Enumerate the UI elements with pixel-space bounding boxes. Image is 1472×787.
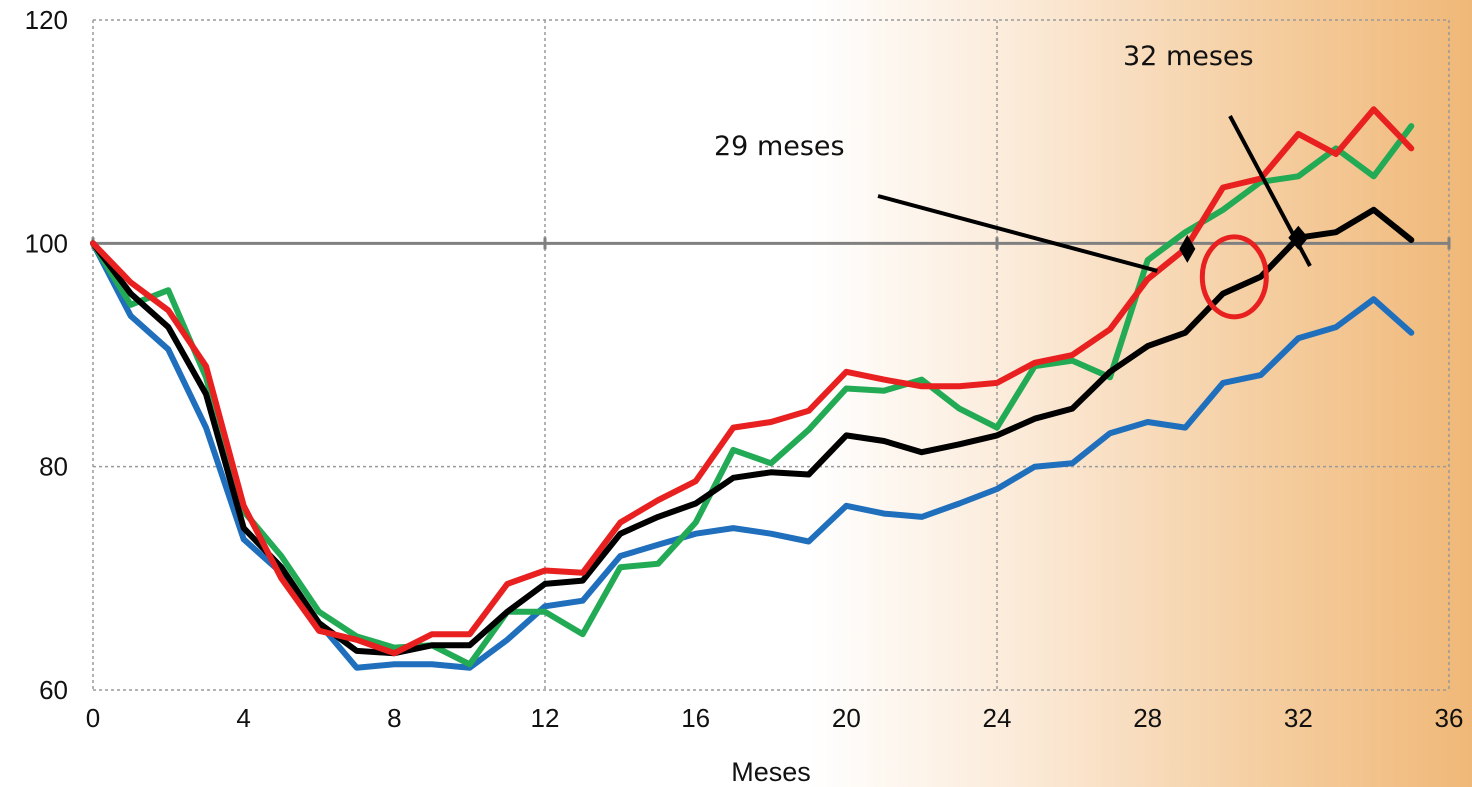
annotation-29-meses: 29 meses — [714, 131, 845, 162]
annotations: 29 meses 32 meses — [714, 41, 1312, 320]
x-tick-label: 36 — [1435, 703, 1464, 733]
x-tick-label: 32 — [1284, 703, 1313, 733]
x-tick-label: 28 — [1133, 703, 1162, 733]
y-tick-label: 80 — [39, 452, 68, 482]
y-tick-label: 120 — [25, 5, 68, 35]
x-tick-label: 16 — [681, 703, 710, 733]
x-tick-label: 24 — [983, 703, 1012, 733]
annotation-32-meses: 32 meses — [1123, 41, 1254, 72]
x-tick-label: 20 — [832, 703, 861, 733]
annotation-29-pointer — [877, 194, 1158, 273]
marker-32 — [1288, 225, 1309, 250]
x-axis-title: Meses — [731, 757, 811, 787]
x-tick-label: 8 — [387, 703, 401, 733]
x-tick-label: 12 — [531, 703, 560, 733]
series-line-4 — [90, 106, 1415, 657]
series-lines — [90, 106, 1415, 671]
highlight-circle — [1199, 234, 1269, 320]
x-tick-label: 4 — [236, 703, 250, 733]
y-tick-label: 60 — [39, 675, 68, 705]
tick-labels: 0 4 8 12 16 20 24 28 32 36 60 80 100 120 — [25, 5, 1464, 733]
series-line-3 — [90, 206, 1415, 657]
series-line-2 — [90, 123, 1415, 668]
y-tick-label: 100 — [25, 228, 68, 258]
marker-29 — [1179, 234, 1196, 263]
x-tick-label: 0 — [86, 703, 100, 733]
